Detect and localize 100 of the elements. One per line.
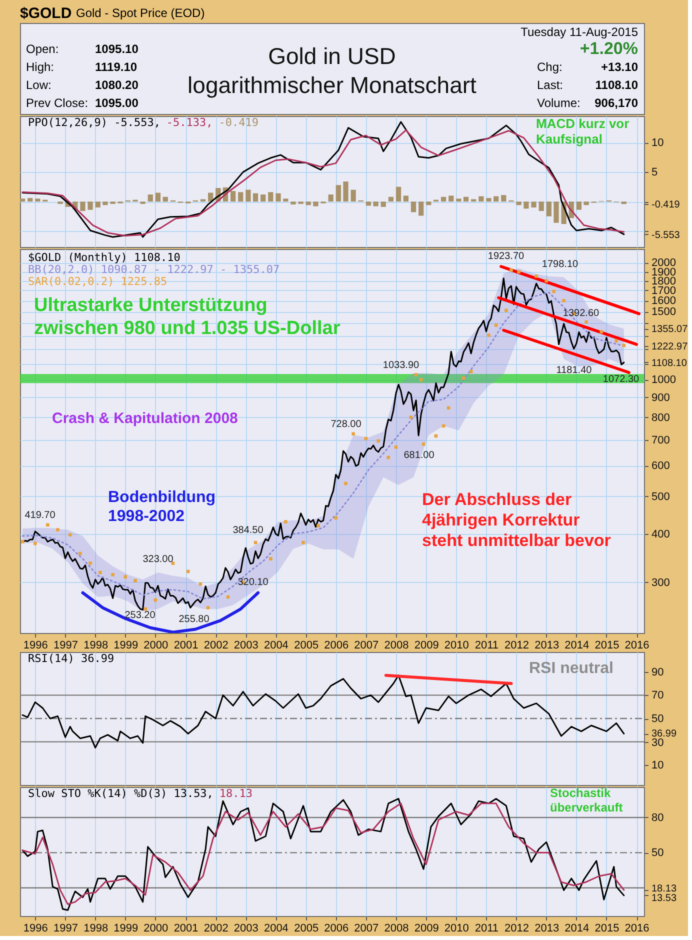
bar (494, 196, 499, 202)
point (600, 330, 604, 334)
x-tick-label: 1997 (54, 640, 78, 652)
text: Tuesday 11-Aug-2015 (520, 25, 638, 39)
point (33, 542, 37, 546)
annotation: 255.80 (178, 614, 210, 625)
point (186, 570, 190, 574)
bar (396, 186, 402, 202)
bar (448, 196, 454, 202)
y-tick-label: 50 (652, 847, 664, 860)
point (446, 406, 450, 410)
x-tick-label: 2007 (354, 640, 379, 652)
bar (456, 198, 462, 202)
x-tick-label: 2015 (594, 922, 620, 934)
bar (584, 202, 589, 206)
text: Chg: (537, 60, 562, 74)
bar (418, 202, 424, 216)
bar (621, 202, 626, 204)
point (562, 299, 566, 302)
point (504, 308, 508, 312)
x-tick-label: 2001 (174, 640, 198, 652)
annotation: 681.00 (404, 450, 435, 461)
x-tick-label: 2005 (294, 640, 319, 652)
x-tick-label: 2003 (234, 922, 258, 934)
point (134, 579, 137, 582)
annotation: 253.20 (124, 610, 156, 621)
point (584, 320, 588, 324)
bar (576, 202, 582, 210)
text: Gold - Spot Price (EOD) (76, 6, 205, 20)
x-tick-label: 2016 (624, 922, 650, 934)
line-series (22, 674, 625, 748)
x-tick-label: 1997 (54, 922, 78, 934)
point (422, 442, 426, 446)
y-tick-label: 1700 (652, 285, 676, 298)
y-tick-label: -0.419 (652, 200, 680, 211)
y-tick-label: 1108.10 (652, 358, 688, 369)
annotation: 1033.90 (382, 360, 420, 371)
bar (306, 202, 311, 206)
y-tick-label: 13.53 (652, 892, 677, 904)
annotation: 1392.60 (562, 308, 600, 319)
bar (328, 194, 334, 202)
annotation: Crash & Kapitulation 2008 (52, 410, 238, 427)
point (206, 606, 210, 610)
x-tick-label: 2007 (354, 922, 379, 934)
x-tick-label: 2000 (144, 922, 168, 934)
line-series (81, 591, 260, 633)
point (394, 445, 398, 449)
y-tick-label: 300 (652, 576, 670, 589)
y-tick-label: 50 (652, 713, 664, 725)
series-label: Slow STO %K(14) %D(3) 13.53, (28, 787, 214, 800)
y-tick-label: 900 (652, 392, 670, 404)
y-tick-label: 1500 (652, 306, 676, 318)
bar (380, 202, 386, 207)
y-tick-label: 500 (652, 490, 670, 503)
bar (20, 198, 26, 202)
text: 1095.00 (95, 96, 139, 110)
bar (440, 196, 446, 202)
x-tick-label: 2004 (264, 640, 288, 652)
bar (373, 202, 378, 206)
x-tick-label: 2011 (474, 922, 499, 934)
annotation: 384.50 (232, 525, 264, 536)
bar (313, 202, 318, 206)
x-tick-label: 2009 (414, 922, 439, 934)
x-tick-label: 2008 (384, 640, 409, 652)
x-tick-label: 1998 (84, 640, 108, 652)
point (352, 432, 355, 436)
x-tick-label: 2005 (294, 922, 319, 934)
bar (95, 202, 100, 208)
text: logarithmischer Monatschart (188, 72, 478, 98)
point (376, 439, 380, 443)
bar (268, 192, 274, 202)
x-tick-label: 2006 (324, 640, 349, 652)
x-tick-label: 2008 (384, 922, 409, 934)
bar (538, 202, 544, 212)
bar (426, 202, 432, 206)
point (302, 540, 305, 544)
point (386, 456, 390, 460)
bar (366, 202, 372, 206)
y-tick-label: -5.553 (652, 230, 680, 241)
y-tick-label: 700 (652, 434, 670, 446)
annotation: 728.00 (330, 419, 362, 430)
x-tick-label: 2009 (414, 640, 439, 652)
bar (410, 202, 416, 212)
text: -0.419 (218, 116, 258, 129)
bar (290, 202, 296, 205)
point (494, 324, 498, 327)
bar (252, 193, 258, 202)
text: Last: (537, 78, 564, 92)
bar (162, 196, 168, 202)
x-tick-label: 1996 (23, 922, 48, 934)
y-tick-label: 80 (652, 812, 664, 824)
bar (403, 196, 408, 202)
text: High: (26, 60, 54, 74)
annotation: MACD kurz vor Kaufsignal (536, 116, 630, 147)
y-tick-label: 1222.97 (652, 341, 688, 352)
x-tick-label: 2016 (624, 640, 650, 652)
x-tick-label: 2013 (534, 922, 560, 934)
y-tick-label: 1000 (652, 374, 676, 386)
text: Prev Close: (26, 96, 88, 110)
x-tick-label: 1999 (114, 640, 138, 652)
